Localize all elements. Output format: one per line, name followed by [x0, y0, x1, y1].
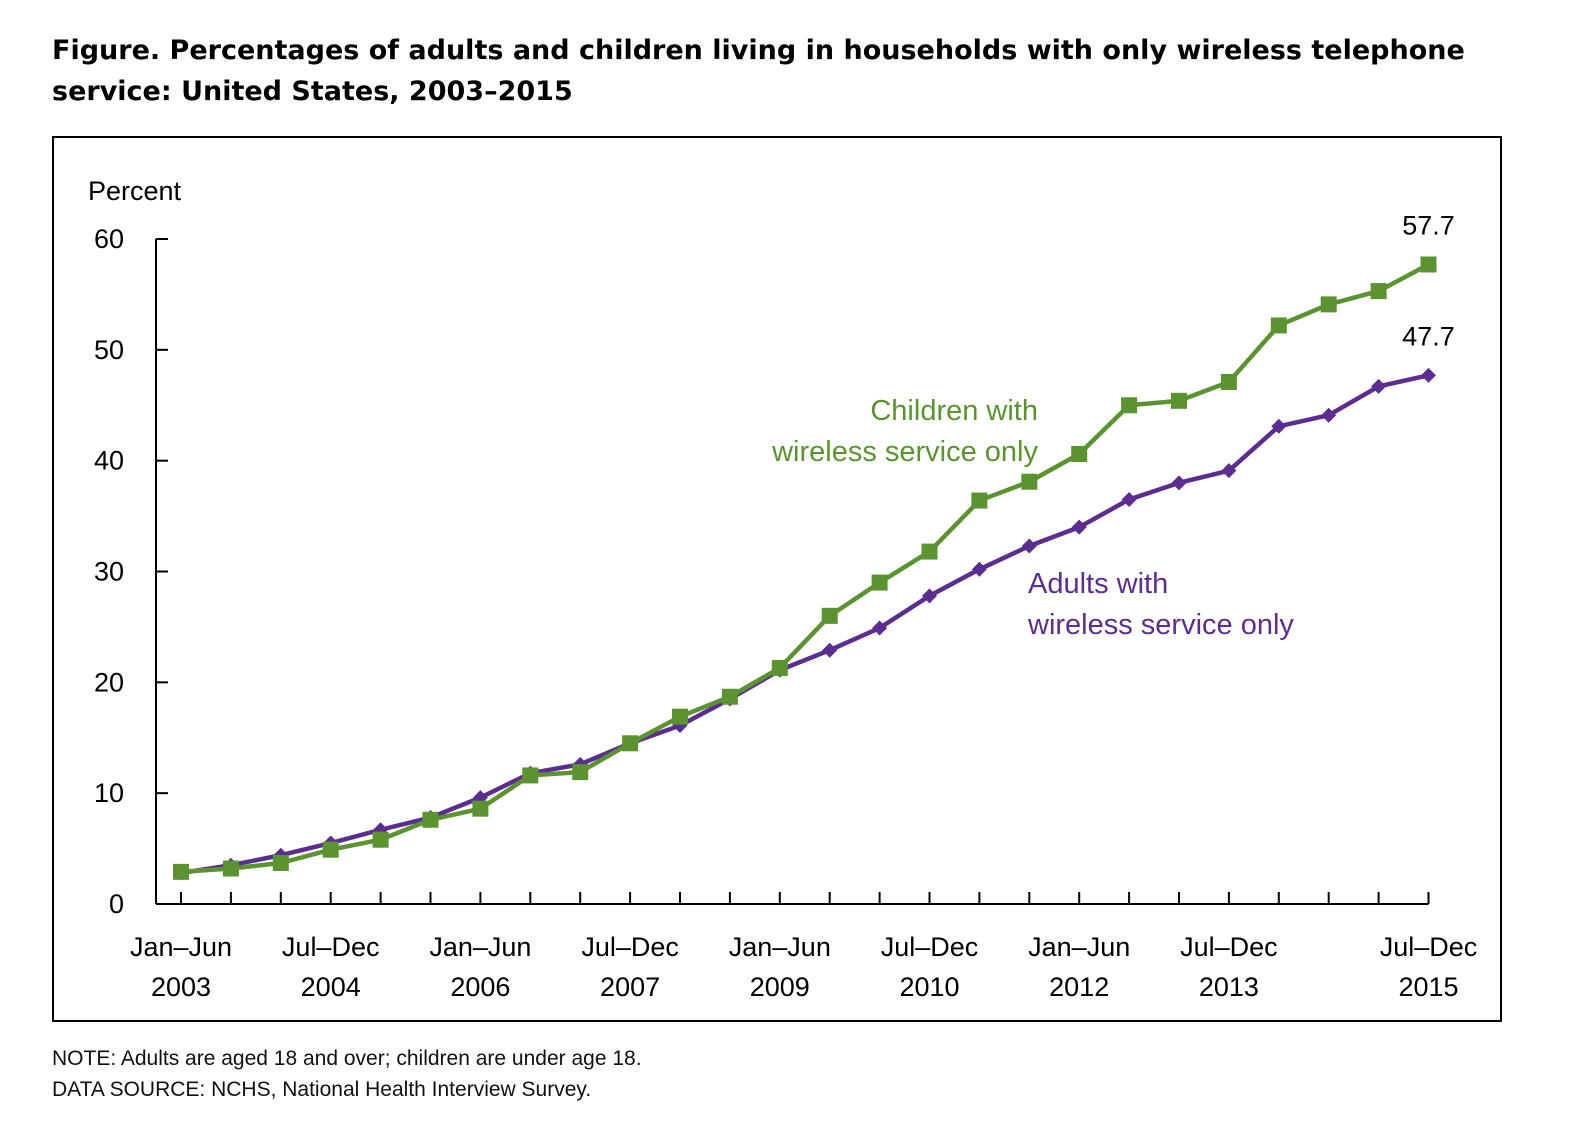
- y-tick-label: 40: [94, 446, 124, 476]
- adults-data-point: [822, 642, 838, 658]
- x-tick-label-year: 2003: [151, 972, 211, 1002]
- x-tick-label: Jul–Dec: [1380, 932, 1478, 962]
- figure-title: Figure. Percentages of adults and childr…: [52, 35, 1465, 107]
- data-source: DATA SOURCE: NCHS, National Health Inter…: [52, 1078, 592, 1101]
- children-data-point: [622, 735, 639, 752]
- children-data-point: [1121, 397, 1138, 414]
- adults-data-point: [1271, 418, 1287, 434]
- children-data-point: [1420, 256, 1437, 273]
- children-data-point: [1021, 473, 1038, 490]
- x-tick-label-year: 2012: [1049, 972, 1109, 1002]
- children-data-point: [572, 764, 589, 781]
- adults-data-point: [1071, 519, 1087, 535]
- adults-data-point: [1171, 475, 1187, 491]
- adults-data-point: [922, 588, 937, 604]
- x-tick-label: Jan–Jun: [130, 932, 232, 962]
- x-tick-label: Jul–Dec: [581, 932, 679, 962]
- x-tick-label: Jul–Dec: [881, 932, 979, 962]
- x-tick-label-year: 2004: [301, 972, 361, 1002]
- children-data-point: [971, 492, 988, 509]
- children-data-point: [1270, 317, 1287, 334]
- children-data-point: [921, 543, 938, 560]
- x-tick-label-year: 2006: [450, 972, 510, 1002]
- children-data-point: [672, 708, 688, 725]
- adults-data-point: [1221, 463, 1237, 479]
- x-tick-label: Jul–Dec: [1180, 932, 1278, 962]
- children-data-point: [1320, 296, 1337, 313]
- adults-data-point: [1121, 491, 1137, 507]
- children-data-point: [272, 854, 289, 871]
- y-tick-label: 20: [94, 667, 124, 697]
- children-data-point: [871, 574, 888, 591]
- adults-data-point: [1021, 538, 1037, 554]
- children-data-point: [1370, 283, 1387, 300]
- x-tick-label-year: 2007: [600, 972, 660, 1002]
- children-data-point: [771, 659, 788, 676]
- adults-series-label-line2: wireless service only: [1027, 609, 1294, 641]
- children-data-point: [821, 607, 838, 624]
- children-series-line: [180, 262, 1430, 875]
- children-data-point: [1220, 373, 1237, 390]
- children-data-point: [322, 841, 339, 858]
- x-tick-label-year: 2015: [1398, 972, 1458, 1002]
- y-tick-label: 50: [94, 335, 124, 365]
- children-series-label-line2: wireless service only: [771, 436, 1038, 468]
- adults-series-line: [180, 373, 1429, 876]
- children-data-point: [721, 688, 738, 705]
- x-tick-label: Jan–Jun: [429, 932, 531, 962]
- x-tick-label-year: 2013: [1199, 972, 1259, 1002]
- x-tick-label: Jan–Jun: [729, 932, 831, 962]
- y-tick-label: 0: [109, 889, 124, 919]
- line-chart: Percent 0 10 20 30 40 50 60 Jan–Jun 2003 Jul–Dec 20…: [88, 176, 1478, 1002]
- children-data-point: [173, 863, 189, 880]
- children-data-point: [472, 800, 489, 817]
- y-axis-label: Percent: [88, 176, 182, 206]
- children-data-point: [372, 831, 389, 848]
- y-tick-label: 60: [94, 224, 124, 254]
- chart-frame: Percent 0 10 20 30 40 50 60 Jan–Jun 2003 Jul–Dec 20…: [52, 136, 1502, 1022]
- adults-data-point: [1321, 407, 1337, 423]
- children-data-point: [222, 860, 239, 877]
- adults-data-point: [1371, 378, 1387, 394]
- y-tick-label: 10: [94, 778, 124, 808]
- children-data-point: [422, 811, 439, 828]
- children-end-value-label: 57.7: [1402, 210, 1455, 240]
- adults-end-value-label: 47.7: [1402, 321, 1455, 351]
- children-data-point: [1171, 392, 1187, 409]
- children-series-label-line1: Children with: [870, 395, 1038, 427]
- x-tick-label-year: 2009: [750, 972, 810, 1002]
- adults-data-point: [1421, 367, 1436, 383]
- figure-note: NOTE: Adults are aged 18 and over; child…: [52, 1047, 642, 1070]
- x-tick-label-year: 2010: [899, 972, 959, 1002]
- y-tick-label: 30: [94, 557, 124, 587]
- children-data-point: [522, 767, 539, 784]
- x-tick-label: Jul–Dec: [282, 932, 380, 962]
- x-tick-label: Jan–Jun: [1028, 932, 1130, 962]
- adults-series-label-line1: Adults with: [1028, 568, 1168, 600]
- children-data-point: [1071, 446, 1088, 463]
- adults-data-point: [872, 620, 888, 636]
- adults-data-point: [971, 561, 987, 577]
